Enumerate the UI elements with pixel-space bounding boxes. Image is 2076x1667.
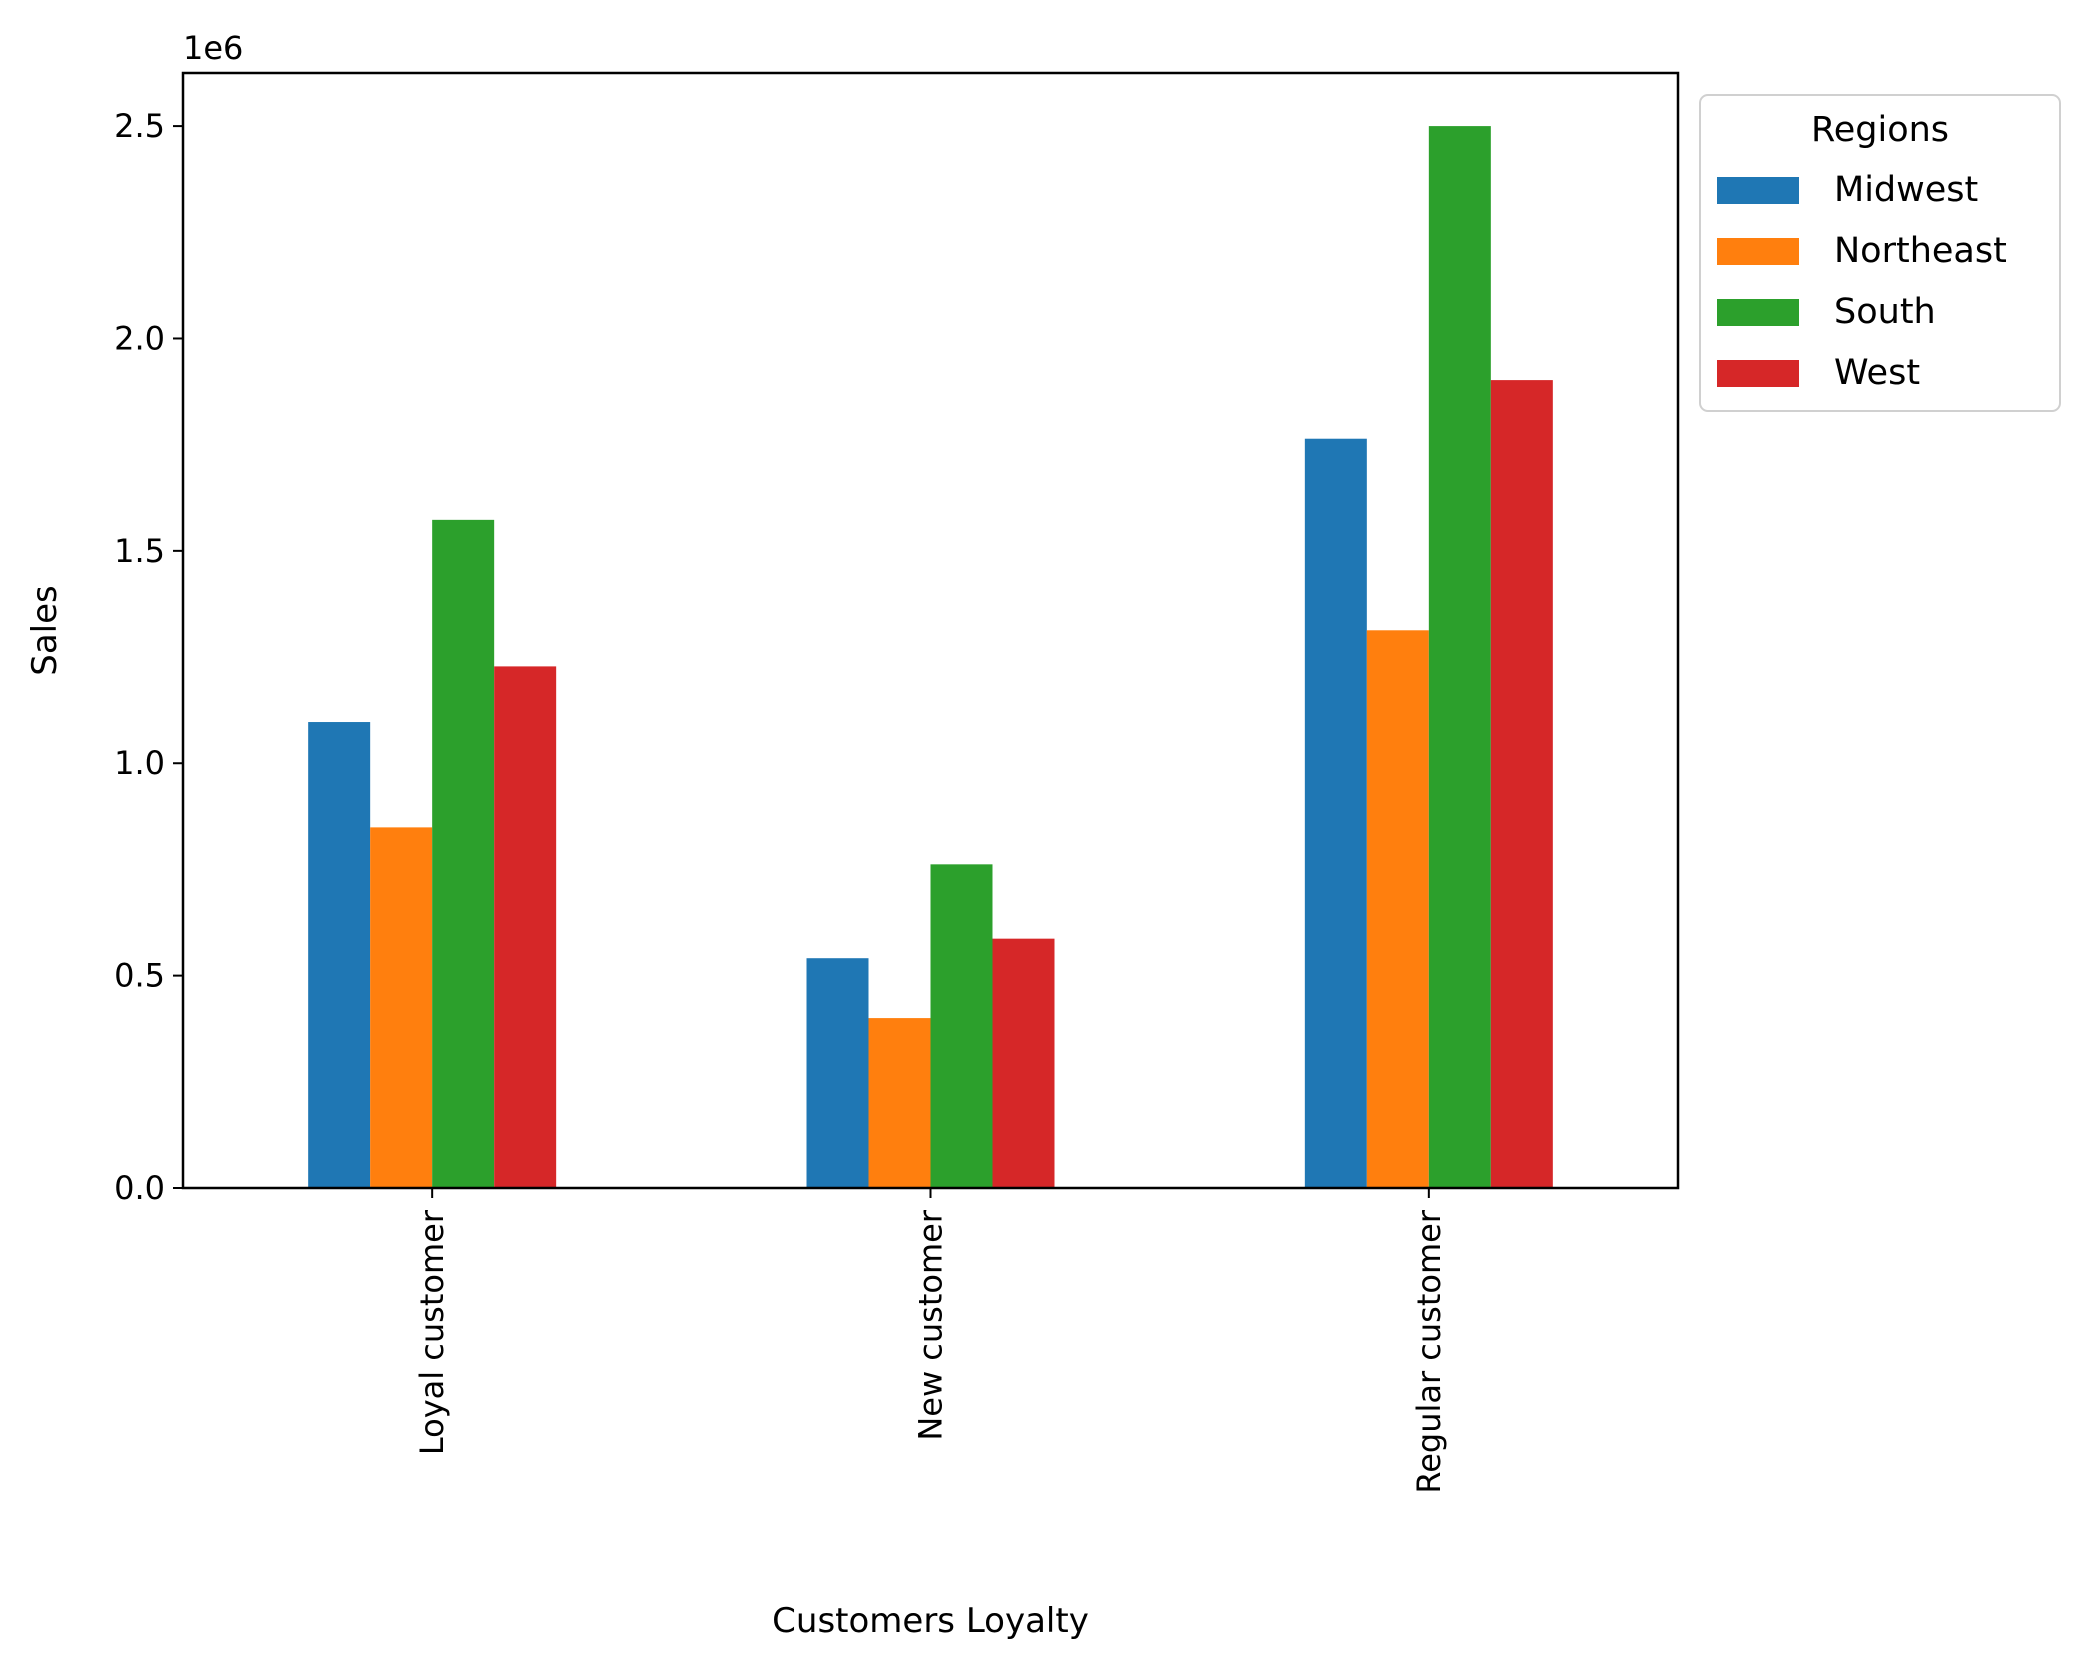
legend-label-west: West bbox=[1834, 353, 1920, 393]
y-tick-label: 2.0 bbox=[114, 319, 165, 357]
bar-midwest-1 bbox=[806, 958, 869, 1188]
y-axis: 0.0 0.5 1.0 1.5 2.0 2.5 bbox=[114, 107, 183, 1207]
bars-group bbox=[308, 126, 1553, 1189]
x-axis-label: Customers Loyalty bbox=[772, 1601, 1089, 1641]
legend-box bbox=[1699, 94, 2061, 412]
x-tick-label: Regular customer bbox=[1410, 1209, 1448, 1493]
legend-swatch-south bbox=[1717, 299, 1799, 326]
bar-west-0 bbox=[494, 666, 557, 1188]
legend-label-midwest: Midwest bbox=[1834, 170, 1978, 210]
bar-midwest-2 bbox=[1304, 438, 1367, 1189]
legend-swatch-northeast bbox=[1717, 238, 1799, 265]
legend-label-south: South bbox=[1834, 292, 1936, 332]
x-tick-label: New customer bbox=[912, 1209, 950, 1441]
bar-northeast-2 bbox=[1366, 630, 1429, 1188]
legend-swatch-west bbox=[1717, 360, 1799, 387]
legend-label-northeast: Northeast bbox=[1834, 231, 2007, 271]
y-axis-label: Sales bbox=[25, 585, 65, 676]
bar-south-1 bbox=[930, 864, 993, 1188]
legend-items: Midwest Northeast South West bbox=[1717, 170, 2007, 393]
x-axis: Loyal customer New customer Regular custom… bbox=[413, 1188, 1448, 1494]
legend-title: Regions bbox=[1811, 110, 1949, 150]
bar-midwest-0 bbox=[308, 722, 371, 1188]
y-offset-label: 1e6 bbox=[183, 29, 243, 67]
y-tick-label: 0.5 bbox=[114, 957, 165, 995]
bar-northeast-1 bbox=[868, 1018, 931, 1188]
y-tick-label: 1.0 bbox=[114, 744, 165, 782]
x-tick-label: Loyal customer bbox=[413, 1209, 451, 1455]
bar-south-0 bbox=[432, 519, 495, 1188]
bar-west-2 bbox=[1490, 380, 1553, 1188]
bar-northeast-0 bbox=[370, 827, 433, 1188]
y-tick-label: 2.5 bbox=[114, 107, 165, 145]
legend-swatch-midwest bbox=[1717, 177, 1799, 204]
legend: Regions Midwest Northeast South West bbox=[1699, 94, 2061, 412]
y-tick-label: 0.0 bbox=[114, 1169, 165, 1207]
bar-south-2 bbox=[1428, 126, 1491, 1189]
bar-west-1 bbox=[992, 938, 1055, 1188]
y-tick-label: 1.5 bbox=[114, 532, 165, 570]
